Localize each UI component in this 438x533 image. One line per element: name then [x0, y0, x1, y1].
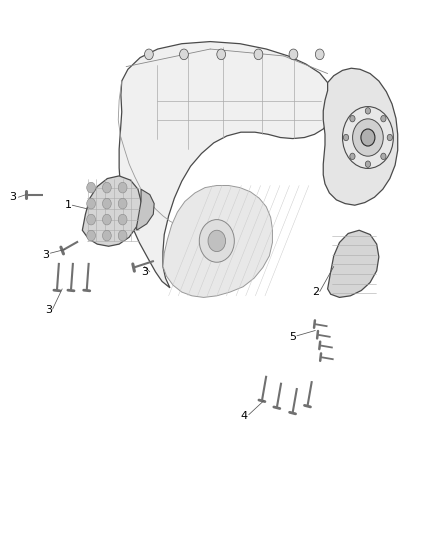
Circle shape: [387, 134, 392, 141]
Text: 2: 2: [312, 287, 319, 296]
Polygon shape: [137, 189, 154, 230]
Circle shape: [208, 230, 226, 252]
Text: 1: 1: [64, 200, 71, 210]
Circle shape: [87, 230, 95, 241]
Circle shape: [365, 161, 371, 167]
Circle shape: [381, 153, 386, 159]
Circle shape: [353, 119, 383, 156]
Circle shape: [102, 230, 111, 241]
Circle shape: [350, 116, 355, 122]
Circle shape: [217, 49, 226, 60]
Text: 5: 5: [289, 332, 296, 342]
Circle shape: [254, 49, 263, 60]
Text: 3: 3: [42, 250, 49, 260]
Circle shape: [199, 220, 234, 262]
Text: 3: 3: [46, 305, 53, 315]
Circle shape: [102, 214, 111, 225]
Circle shape: [102, 198, 111, 209]
Polygon shape: [163, 185, 272, 297]
Circle shape: [118, 182, 127, 193]
Circle shape: [350, 153, 355, 159]
Text: 4: 4: [241, 411, 248, 421]
Circle shape: [102, 182, 111, 193]
Circle shape: [118, 230, 127, 241]
Text: 3: 3: [141, 267, 148, 277]
Polygon shape: [323, 68, 398, 205]
Circle shape: [118, 198, 127, 209]
Circle shape: [343, 107, 393, 168]
Circle shape: [381, 116, 386, 122]
Polygon shape: [328, 230, 379, 297]
Polygon shape: [119, 42, 334, 288]
Circle shape: [180, 49, 188, 60]
Polygon shape: [82, 176, 141, 246]
Circle shape: [118, 214, 127, 225]
Circle shape: [315, 49, 324, 60]
Circle shape: [87, 198, 95, 209]
Circle shape: [289, 49, 298, 60]
Circle shape: [145, 49, 153, 60]
Circle shape: [87, 182, 95, 193]
Circle shape: [343, 134, 349, 141]
Circle shape: [361, 129, 375, 146]
Text: 3: 3: [9, 192, 16, 202]
Circle shape: [365, 108, 371, 114]
Circle shape: [87, 214, 95, 225]
